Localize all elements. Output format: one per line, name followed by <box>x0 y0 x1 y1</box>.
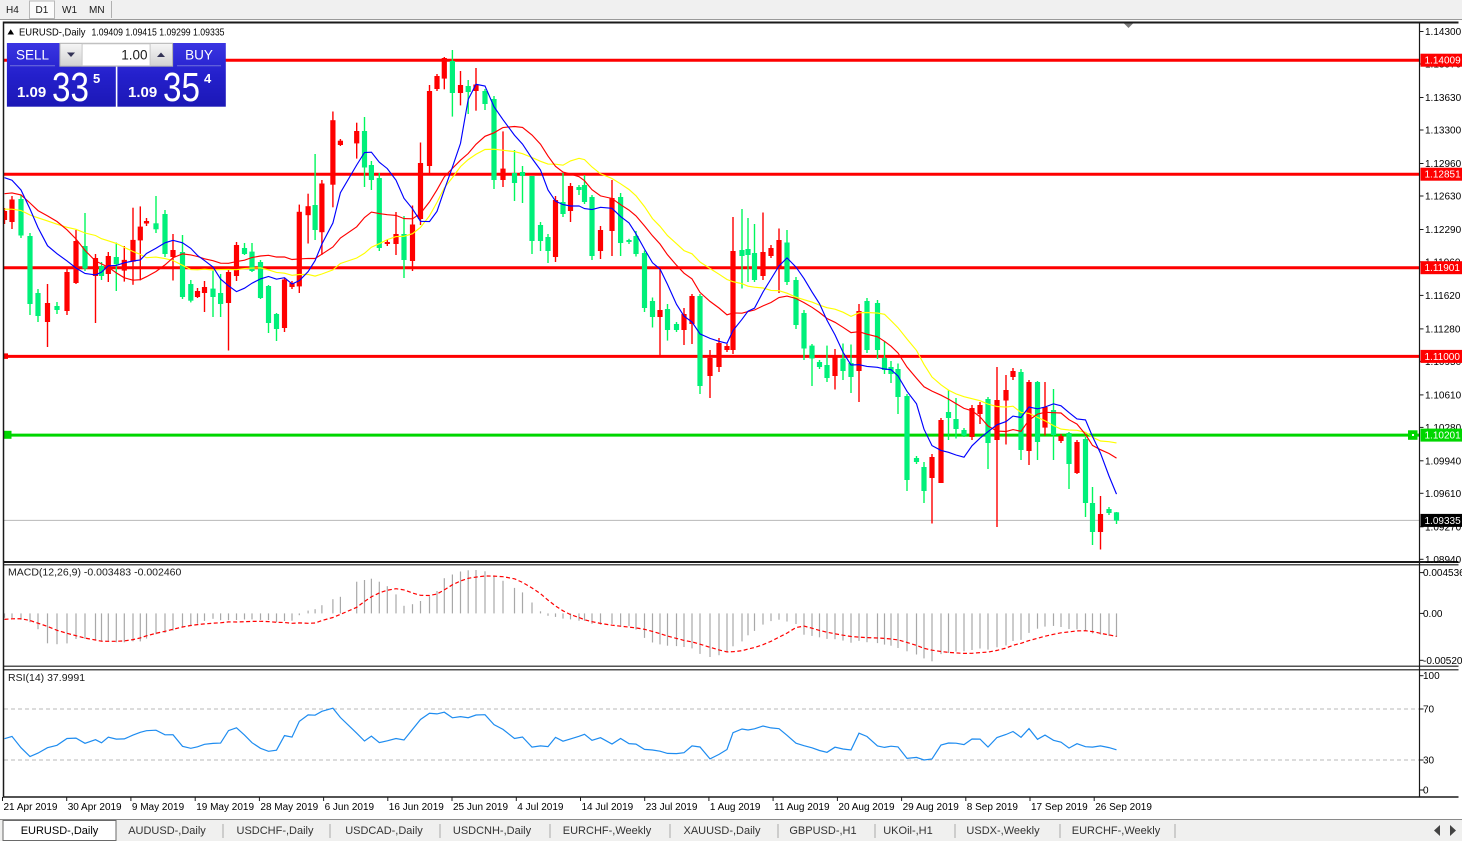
svg-text:1.12630: 1.12630 <box>1425 192 1462 203</box>
svg-text:MACD(12,26,9) -0.003483 -0.002: MACD(12,26,9) -0.003483 -0.002460 <box>8 567 182 579</box>
svg-text:1.09270: 1.09270 <box>1425 522 1462 533</box>
svg-text:RSI(14) 37.9991: RSI(14) 37.9991 <box>8 672 85 684</box>
svg-text:1.10280: 1.10280 <box>1425 423 1462 434</box>
svg-text:16 Jun 2019: 16 Jun 2019 <box>389 802 444 813</box>
svg-text:1.12960: 1.12960 <box>1425 159 1462 170</box>
svg-text:1.13300: 1.13300 <box>1425 126 1462 137</box>
svg-text:1.11620: 1.11620 <box>1425 291 1461 302</box>
svg-text:21 Apr 2019: 21 Apr 2019 <box>4 802 58 813</box>
svg-text:17 Sep 2019: 17 Sep 2019 <box>1031 802 1088 813</box>
svg-text:USDCHF-,Daily: USDCHF-,Daily <box>237 825 315 837</box>
svg-text:USDX-,Weekly: USDX-,Weekly <box>966 825 1040 837</box>
svg-text:AUDUSD-,Daily: AUDUSD-,Daily <box>128 825 206 837</box>
svg-text:W1: W1 <box>62 5 77 16</box>
svg-text:1.09409 1.09415 1.09299 1.0933: 1.09409 1.09415 1.09299 1.09335 <box>92 27 225 39</box>
svg-text:UKOil-,H1: UKOil-,H1 <box>883 825 933 837</box>
svg-text:1.00: 1.00 <box>121 48 147 63</box>
svg-text:1.08940: 1.08940 <box>1425 555 1462 566</box>
svg-text:1.12290: 1.12290 <box>1425 225 1462 236</box>
svg-text:33: 33 <box>52 64 89 110</box>
svg-text:EURCHF-,Weekly: EURCHF-,Weekly <box>1072 825 1161 837</box>
svg-text:9 May 2019: 9 May 2019 <box>132 802 185 813</box>
svg-text:1.09335: 1.09335 <box>1425 516 1462 527</box>
svg-text:1.13630: 1.13630 <box>1425 93 1462 104</box>
svg-text:23 Jul 2019: 23 Jul 2019 <box>646 802 698 813</box>
svg-text:0.004536: 0.004536 <box>1423 568 1462 579</box>
svg-text:19 May 2019: 19 May 2019 <box>196 802 254 813</box>
svg-text:0: 0 <box>1423 786 1429 797</box>
svg-text:11 Aug 2019: 11 Aug 2019 <box>774 802 830 813</box>
svg-text:EURUSD-,Daily: EURUSD-,Daily <box>21 825 99 837</box>
svg-text:1.09940: 1.09940 <box>1425 456 1462 467</box>
svg-text:1.12851: 1.12851 <box>1425 170 1462 181</box>
svg-text:14 Jul 2019: 14 Jul 2019 <box>582 802 634 813</box>
svg-text:4: 4 <box>204 71 212 86</box>
svg-text:GBPUSD-,H1: GBPUSD-,H1 <box>789 825 856 837</box>
svg-text:4 Jul 2019: 4 Jul 2019 <box>517 802 564 813</box>
svg-text:1.09: 1.09 <box>128 84 157 101</box>
svg-text:USDCAD-,Daily: USDCAD-,Daily <box>345 825 423 837</box>
svg-text:70: 70 <box>1423 705 1435 716</box>
svg-text:25 Jun 2019: 25 Jun 2019 <box>453 802 508 813</box>
svg-text:1.10201: 1.10201 <box>1425 431 1462 442</box>
svg-text:1.09: 1.09 <box>17 84 46 101</box>
svg-text:1.14300: 1.14300 <box>1425 27 1462 38</box>
svg-text:28 May 2019: 28 May 2019 <box>260 802 318 813</box>
svg-text:30: 30 <box>1423 756 1435 767</box>
svg-text:29 Aug 2019: 29 Aug 2019 <box>903 802 960 813</box>
svg-text:XAUUSD-,Daily: XAUUSD-,Daily <box>683 825 761 837</box>
svg-text:USDCNH-,Daily: USDCNH-,Daily <box>453 825 532 837</box>
svg-text:EURCHF-,Weekly: EURCHF-,Weekly <box>563 825 652 837</box>
svg-text:26 Sep 2019: 26 Sep 2019 <box>1095 802 1152 813</box>
svg-text:1.10610: 1.10610 <box>1425 390 1462 401</box>
svg-text:H4: H4 <box>6 5 19 16</box>
svg-text:1.11280: 1.11280 <box>1425 324 1461 335</box>
svg-text:5: 5 <box>93 71 100 86</box>
svg-text:1 Aug 2019: 1 Aug 2019 <box>710 802 761 813</box>
svg-text:8 Sep 2019: 8 Sep 2019 <box>967 802 1019 813</box>
svg-text:EURUSD-,Daily: EURUSD-,Daily <box>19 27 86 39</box>
svg-text:-0.005205: -0.005205 <box>1423 656 1462 667</box>
svg-text:35: 35 <box>163 64 200 110</box>
svg-text:0.00: 0.00 <box>1423 609 1443 620</box>
svg-text:MN: MN <box>89 5 105 16</box>
svg-text:6 Jun 2019: 6 Jun 2019 <box>325 802 375 813</box>
svg-text:100: 100 <box>1423 671 1440 682</box>
svg-text:1.14009: 1.14009 <box>1425 56 1462 67</box>
svg-text:20 Aug 2019: 20 Aug 2019 <box>838 802 895 813</box>
svg-text:BUY: BUY <box>185 48 213 63</box>
svg-text:SELL: SELL <box>16 48 50 63</box>
svg-text:1.11000: 1.11000 <box>1425 352 1461 363</box>
svg-text:1.09610: 1.09610 <box>1425 489 1462 500</box>
svg-text:1.11901: 1.11901 <box>1425 263 1461 274</box>
svg-text:30 Apr 2019: 30 Apr 2019 <box>68 802 122 813</box>
svg-text:D1: D1 <box>36 5 49 16</box>
